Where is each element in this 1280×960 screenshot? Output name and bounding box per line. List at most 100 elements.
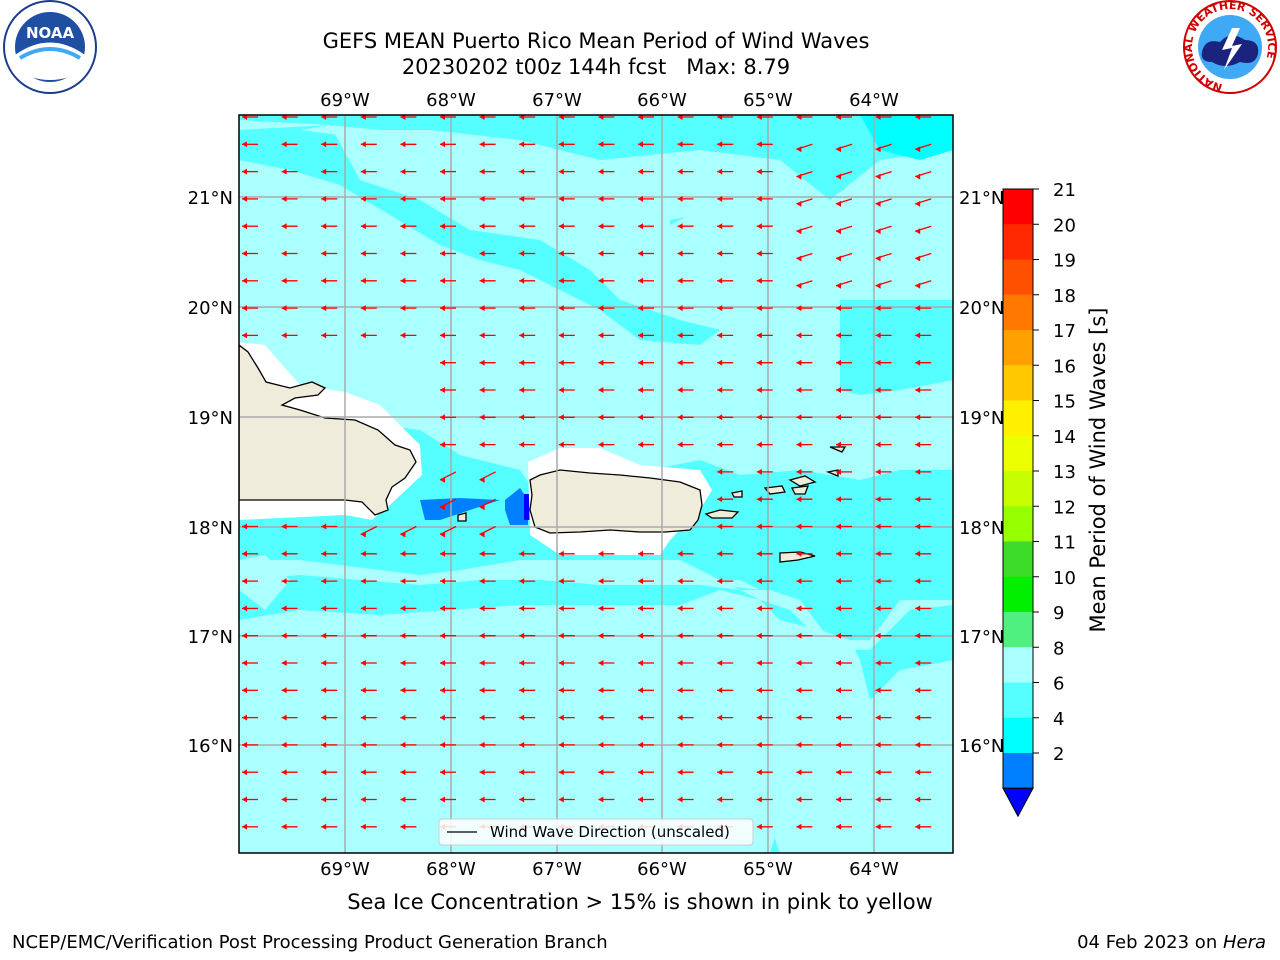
wave-direction-arrowhead: [281, 660, 287, 666]
wave-direction-arrowhead: [915, 146, 921, 153]
wave-direction-arrowhead: [479, 632, 485, 639]
colorbar-segment: [1003, 471, 1033, 507]
wave-direction-arrowhead: [915, 496, 921, 503]
wave-direction-arrowhead: [519, 550, 525, 557]
wave-direction-arrowhead: [440, 769, 445, 776]
wave-direction-arrowhead: [558, 632, 564, 639]
colorbar-tick-label: 2: [1053, 744, 1064, 765]
wave-direction-arrowhead: [756, 305, 762, 312]
wave-direction-arrowhead: [756, 414, 762, 421]
wave-direction-arrowhead: [796, 687, 802, 694]
wave-direction-arrowhead: [756, 387, 762, 393]
wave-direction-arrowhead: [717, 578, 723, 585]
wave-direction-arrowhead: [796, 769, 802, 776]
wave-direction-arrowhead: [756, 115, 762, 120]
wave-direction-arrowhead: [558, 550, 564, 557]
lat-label-right: 21°N: [959, 188, 1004, 209]
wave-direction-arrowhead: [242, 823, 247, 830]
wave-direction-arrowhead: [479, 250, 485, 257]
wave-direction-arrowhead: [281, 277, 287, 284]
wave-direction-arrowhead: [440, 476, 445, 483]
colorbar-tick-label: 4: [1053, 709, 1064, 730]
wave-direction-arrowhead: [558, 250, 564, 257]
wave-direction-arrowhead: [796, 200, 802, 207]
lat-label-left: 17°N: [188, 627, 233, 648]
wave-direction-arrowhead: [836, 523, 841, 530]
wave-direction-arrowhead: [915, 769, 921, 776]
wave-direction-arrowhead: [677, 387, 683, 393]
wave-direction-arrowhead: [915, 228, 921, 235]
wave-direction-arrowhead: [400, 632, 406, 639]
wave-direction-arrowhead: [638, 687, 643, 694]
wave-direction-arrowhead: [796, 523, 802, 530]
wave-direction-arrowhead: [321, 605, 327, 612]
wave-direction-arrowhead: [360, 605, 366, 612]
wave-direction-arrowhead: [519, 332, 525, 339]
lat-label-right: 17°N: [959, 627, 1004, 648]
wave-direction-arrowhead: [756, 660, 762, 666]
wave-direction-arrowhead: [677, 660, 683, 666]
colorbar-tick-label: 16: [1053, 356, 1076, 377]
wave-direction-arrowhead: [321, 823, 327, 830]
wave-direction-arrowhead: [836, 741, 841, 748]
wave-direction-arrowhead: [558, 578, 564, 585]
wave-direction-arrowhead: [796, 332, 802, 339]
wave-direction-arrowhead: [598, 660, 604, 666]
wave-direction-arrowhead: [915, 823, 921, 830]
wave-direction-arrowhead: [479, 195, 485, 202]
wave-direction-arrowhead: [836, 687, 841, 694]
wave-direction-arrowhead: [796, 282, 802, 289]
wave-direction-arrowhead: [717, 687, 723, 694]
colorbar-segment: [1003, 682, 1033, 719]
wave-direction-arrowhead: [360, 796, 366, 803]
wave-direction-arrowhead: [242, 332, 247, 339]
wave-direction-arrowhead: [281, 523, 287, 530]
wave-direction-arrowhead: [915, 550, 921, 557]
wave-direction-arrowhead: [400, 141, 406, 148]
wave-direction-arrowhead: [519, 277, 525, 284]
wave-direction-arrowhead: [796, 146, 802, 153]
wave-direction-arrowhead: [281, 550, 287, 557]
wave-direction-arrowhead: [360, 277, 366, 284]
wave-direction-arrowhead: [875, 441, 881, 448]
wave-direction-arrowhead: [321, 660, 327, 666]
wave-direction-arrowhead: [321, 550, 327, 557]
wave-direction-arrowhead: [598, 605, 604, 612]
wave-direction-arrowhead: [400, 578, 406, 585]
wave-direction-arrowhead: [915, 305, 921, 312]
wave-direction-arrowhead: [598, 359, 604, 366]
colorbar-tick-label: 17: [1053, 321, 1076, 342]
wave-direction-arrowhead: [677, 632, 683, 639]
wave-direction-arrowhead: [677, 769, 683, 776]
wave-direction-arrowhead: [400, 115, 406, 120]
wave-direction-arrowhead: [756, 277, 762, 284]
wave-direction-arrowhead: [717, 359, 723, 366]
wave-direction-arrowhead: [677, 250, 683, 257]
colorbar-segment: [1003, 189, 1033, 225]
wave-direction-arrowhead: [558, 115, 564, 120]
wave-direction-arrowhead: [360, 168, 366, 175]
nws-logo: NATIONAL WEATHER SERVICE: [1182, 0, 1278, 94]
footer-date: 04 Feb 2023 on: [1077, 932, 1223, 953]
wave-direction-arrowhead: [242, 550, 247, 557]
wave-direction-arrowhead: [440, 741, 445, 748]
wave-direction-arrowhead: [360, 223, 366, 230]
wave-direction-arrowhead: [638, 141, 643, 148]
wave-direction-arrowhead: [875, 282, 881, 289]
colorbar-tick-label: 10: [1053, 568, 1076, 589]
wave-direction-arrowhead: [638, 632, 643, 639]
wave-direction-arrowhead: [242, 741, 247, 748]
wave-direction-arrowhead: [479, 531, 485, 538]
wave-direction-arrowhead: [479, 714, 485, 721]
wave-direction-arrowhead: [440, 115, 445, 120]
vieques-island: [704, 509, 740, 519]
wave-direction-arrowhead: [717, 468, 723, 475]
map-legend: Wind Wave Direction (unscaled): [438, 818, 754, 846]
wave-direction-arrowhead: [281, 714, 287, 721]
wave-direction-arrowhead: [875, 741, 881, 748]
mona-island: [457, 512, 467, 522]
wave-direction-arrowhead: [796, 115, 802, 120]
wave-direction-arrowhead: [915, 714, 921, 721]
wave-direction-arrowhead: [598, 714, 604, 721]
